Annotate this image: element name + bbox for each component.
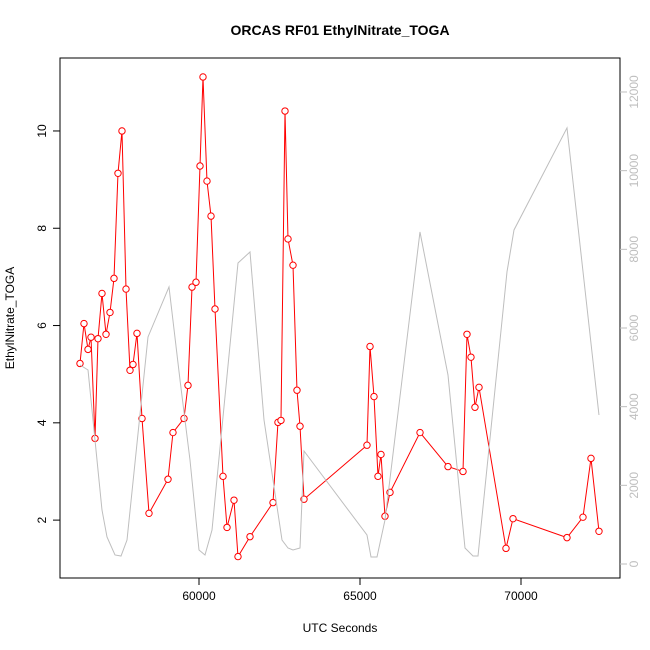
data-point bbox=[509, 514, 517, 523]
plot-frame bbox=[59, 57, 621, 579]
data-point bbox=[463, 330, 471, 338]
series-line bbox=[79, 76, 600, 559]
data-point bbox=[296, 422, 304, 430]
data-point bbox=[444, 462, 452, 471]
x-tick-label: 60000 bbox=[182, 589, 216, 603]
data-point bbox=[374, 472, 382, 481]
y2-tick-label: 12000 bbox=[627, 75, 641, 109]
data-point bbox=[207, 212, 215, 220]
data-point bbox=[110, 274, 118, 283]
y-tick-label: 6 bbox=[35, 322, 49, 329]
data-point bbox=[363, 441, 371, 449]
data-point bbox=[563, 533, 571, 542]
data-point bbox=[106, 308, 114, 317]
data-point bbox=[377, 450, 385, 459]
data-point bbox=[587, 454, 595, 463]
data-point bbox=[416, 428, 424, 437]
data-point bbox=[133, 329, 141, 338]
x-axis-label: UTC Seconds bbox=[303, 621, 378, 635]
data-point bbox=[87, 333, 95, 341]
data-point bbox=[366, 342, 374, 351]
data-point bbox=[281, 107, 289, 115]
data-point bbox=[180, 414, 188, 423]
y-axis-label: EthylNitrate_TOGA bbox=[3, 267, 17, 369]
data-point bbox=[145, 509, 153, 518]
x-tick-label: 70000 bbox=[504, 589, 538, 603]
chart-title: ORCAS RF01 EthylNitrate_TOGA bbox=[230, 22, 449, 38]
data-point bbox=[94, 334, 102, 343]
data-point bbox=[188, 283, 196, 291]
data-point bbox=[234, 552, 242, 561]
series-line bbox=[79, 126, 600, 558]
data-point bbox=[102, 330, 110, 338]
data-point bbox=[80, 319, 88, 328]
data-point bbox=[246, 532, 254, 541]
data-point bbox=[84, 345, 92, 354]
data-point bbox=[284, 235, 292, 243]
data-point bbox=[579, 513, 587, 521]
data-point bbox=[114, 169, 122, 177]
data-point bbox=[459, 467, 467, 476]
data-point bbox=[122, 285, 130, 293]
y-tick-label: 4 bbox=[35, 419, 49, 426]
y-tick-label: 2 bbox=[35, 516, 49, 523]
data-point bbox=[269, 498, 277, 507]
y2-tick-label: 10000 bbox=[627, 154, 641, 188]
data-point bbox=[502, 544, 510, 553]
data-point bbox=[471, 403, 479, 411]
data-point bbox=[203, 177, 211, 185]
data-point bbox=[199, 73, 207, 81]
y-tick-label: 10 bbox=[35, 124, 49, 138]
data-point bbox=[129, 360, 137, 369]
data-point bbox=[118, 127, 126, 135]
data-point bbox=[289, 261, 297, 269]
data-point bbox=[184, 381, 192, 390]
data-point bbox=[196, 162, 204, 170]
data-point bbox=[370, 392, 378, 401]
y2-tick-label: 4000 bbox=[627, 393, 641, 420]
data-point bbox=[277, 416, 285, 425]
data-point bbox=[475, 383, 483, 392]
y2-tick-label: 8000 bbox=[627, 236, 641, 263]
data-point bbox=[169, 428, 177, 437]
data-point bbox=[192, 278, 200, 286]
y2-tick-label: 0 bbox=[627, 560, 641, 567]
data-point bbox=[293, 386, 301, 394]
data-point bbox=[164, 475, 172, 483]
data-point bbox=[467, 353, 475, 361]
y2-tick-label: 6000 bbox=[627, 314, 641, 341]
y2-tick-label: 2000 bbox=[627, 472, 641, 499]
data-point bbox=[126, 366, 134, 374]
y-tick-label: 8 bbox=[35, 225, 49, 232]
data-point bbox=[595, 527, 603, 536]
data-point bbox=[98, 289, 106, 298]
data-point bbox=[219, 472, 227, 481]
data-point bbox=[230, 496, 238, 504]
data-point bbox=[138, 414, 146, 423]
data-point bbox=[211, 305, 219, 313]
data-point bbox=[223, 523, 231, 532]
data-point bbox=[76, 359, 84, 368]
x-tick-label: 65000 bbox=[343, 589, 377, 603]
